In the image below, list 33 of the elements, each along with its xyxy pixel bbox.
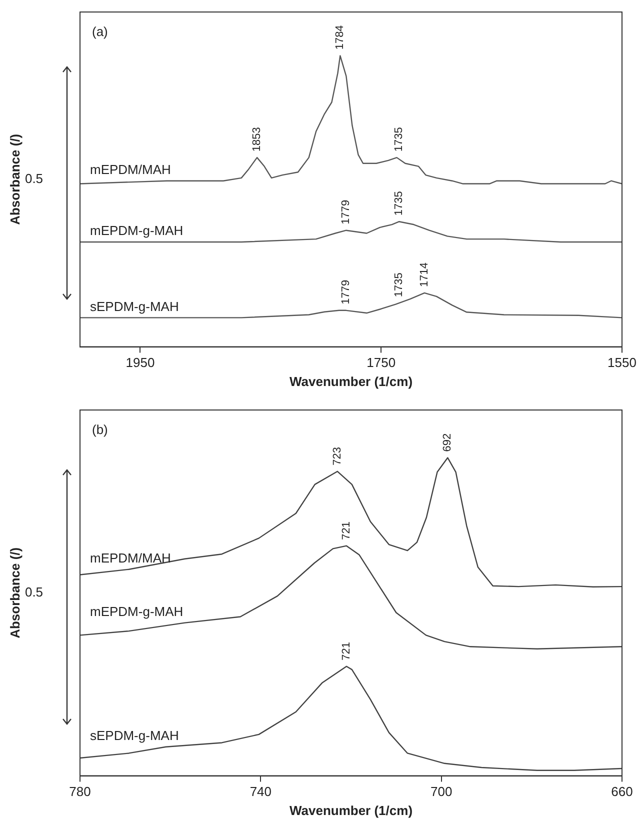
x-tick-label: 660 (611, 784, 633, 800)
series-label: sEPDM-g-MAH (90, 728, 179, 743)
annotation: 1784 (334, 25, 346, 50)
annotation: 1853 (251, 127, 264, 152)
text: 0.5 (24, 170, 44, 186)
annotation: 692 (442, 433, 454, 452)
x-tick-label: 740 (250, 784, 272, 800)
text: 0.5 (24, 584, 44, 600)
x-axis-title: Wavenumber (1/cm) (289, 374, 413, 389)
x-tick-label: 1550 (608, 355, 636, 370)
annotation: 1714 (418, 262, 430, 287)
annotation: 723 (331, 447, 344, 466)
annotation: 721 (340, 642, 353, 660)
series-label: sEPDM-g-MAH (90, 298, 179, 314)
x-tick-label: 780 (69, 784, 91, 800)
annotation: 721 (340, 521, 353, 540)
series-label: mEPDM-g-MAH (90, 604, 184, 619)
x-tick-label: 700 (430, 784, 452, 800)
x-axis-title: Wavenumber (1/cm) (289, 802, 413, 818)
series-label: mEPDM/MAH (90, 550, 171, 566)
y-axis-title: Absorbance (/) (7, 547, 22, 638)
chart-title: (b) (92, 422, 108, 438)
x-tick-label: 1750 (366, 355, 396, 370)
annotation: 1779 (340, 200, 352, 224)
x-tick-label: 1950 (126, 355, 155, 370)
series-label: mEPDM-g-MAH (90, 223, 184, 238)
annotation: 1779 (340, 280, 352, 304)
annotation: 1735 (393, 272, 406, 298)
chart-title: (a) (92, 24, 108, 40)
y-axis-title: Absorbance (/) (7, 134, 22, 225)
series-label: mEPDM/MAH (90, 162, 171, 177)
annotation: 1735 (393, 127, 406, 152)
annotation: 1735 (393, 191, 406, 216)
